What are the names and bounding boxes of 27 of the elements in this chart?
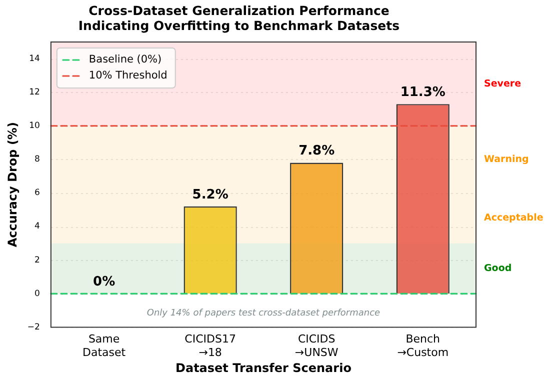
x-tick-label: Bench →Custom — [397, 332, 449, 359]
y-tick-label: 6 — [34, 188, 40, 198]
band-label: Warning — [484, 154, 529, 165]
x-axis-title: Dataset Transfer Scenario — [176, 360, 352, 375]
data-label: 5.2% — [192, 187, 228, 202]
y-tick-label: 10 — [29, 121, 40, 132]
band-label: Acceptable — [484, 212, 544, 224]
x-tick-label: CICIDS17 →18 — [184, 332, 236, 359]
y-tick-label: 12 — [29, 88, 40, 98]
y-axis-title: Accuracy Drop (%) — [5, 122, 20, 248]
band-label: Severe — [484, 78, 522, 90]
y-tick-label: 4 — [34, 222, 40, 232]
y-tick-label: 14 — [29, 54, 40, 64]
legend-label: 10% Threshold — [88, 70, 168, 82]
y-tick-label: 2 — [34, 255, 40, 266]
legend-label: Baseline (0%) — [88, 54, 162, 66]
y-tick-label: −2 — [27, 322, 40, 332]
x-tick-label: CICIDS →UNSW — [294, 332, 338, 359]
band-label: Good — [484, 262, 512, 274]
chart-title: Cross-Dataset Generalization Performance Indicating Overfitting to Benchmark Datasets — [78, 2, 400, 33]
y-tick-label: 8 — [34, 154, 40, 165]
x-tick-label: Same Dataset — [82, 332, 126, 359]
annotation: Only 14% of papers test cross-dataset performance — [146, 308, 381, 319]
data-label: 0% — [93, 274, 116, 290]
data-label: 7.8% — [298, 144, 335, 159]
y-tick-label: 0 — [34, 288, 40, 299]
data-label: 11.3% — [400, 84, 446, 100]
